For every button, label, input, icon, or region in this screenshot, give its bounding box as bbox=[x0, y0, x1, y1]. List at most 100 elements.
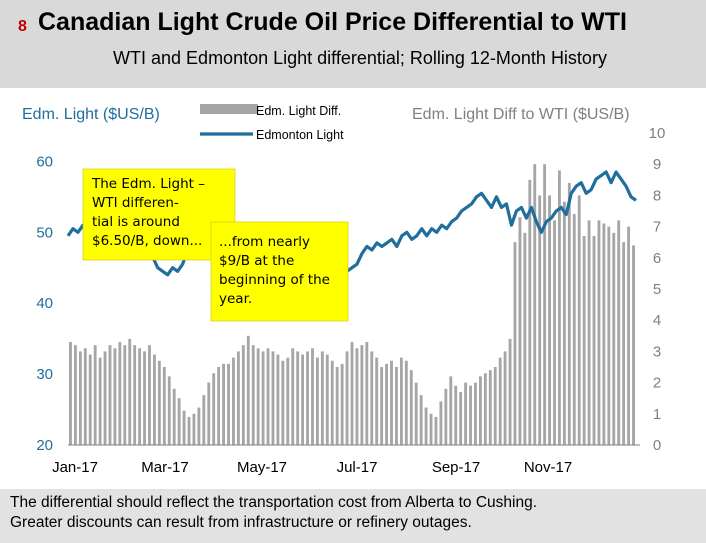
diff-bar bbox=[409, 370, 413, 445]
x-tick-label: Sep-17 bbox=[432, 459, 480, 476]
left-axis-ticks: 20 30 40 50 60 bbox=[36, 153, 53, 454]
diff-bar bbox=[439, 401, 443, 445]
diff-bar bbox=[538, 195, 542, 445]
diff-bar bbox=[330, 360, 334, 445]
diff-bar bbox=[429, 413, 433, 445]
diff-bar bbox=[335, 367, 339, 445]
diff-bar bbox=[256, 348, 260, 445]
diff-bar bbox=[543, 164, 547, 445]
diff-bar bbox=[395, 367, 398, 445]
right-tick-label: 10 bbox=[649, 125, 666, 142]
diff-bar bbox=[320, 351, 324, 445]
diff-bar bbox=[375, 357, 379, 445]
diff-bar bbox=[222, 363, 226, 445]
legend-entry-edmonton: Edmonton Light bbox=[256, 128, 344, 142]
diff-bar bbox=[478, 376, 482, 445]
legend: Edm. Light Diff. Edmonton Light bbox=[200, 104, 344, 142]
diff-bar bbox=[592, 235, 596, 445]
footer-line-1: The differential should reflect the tran… bbox=[10, 494, 537, 511]
diff-bar bbox=[474, 382, 477, 445]
left-tick-label: 30 bbox=[36, 366, 53, 383]
diff-bar bbox=[632, 245, 635, 445]
diff-bar bbox=[197, 407, 201, 445]
diff-bar bbox=[503, 351, 507, 445]
right-axis-ticks: 0 1 2 3 4 5 6 7 8 9 10 bbox=[649, 125, 666, 454]
diff-bar bbox=[558, 170, 561, 445]
diff-bar bbox=[78, 351, 82, 445]
diff-bar bbox=[399, 357, 403, 445]
diff-bar bbox=[157, 360, 161, 445]
diff-bar bbox=[548, 195, 551, 445]
diff-bar bbox=[153, 354, 156, 445]
diff-bar bbox=[414, 382, 418, 445]
diff-bar bbox=[577, 195, 581, 445]
diff-bar bbox=[251, 345, 255, 445]
diff-bar bbox=[192, 413, 196, 445]
line-layer bbox=[66, 170, 637, 280]
annotation-current: The Edm. Light – WTI differen- tial is a… bbox=[82, 168, 236, 261]
diff-bar bbox=[227, 363, 230, 445]
left-tick-label: 60 bbox=[36, 153, 53, 170]
diff-bar bbox=[385, 363, 388, 445]
diff-bar bbox=[355, 348, 359, 445]
diff-bar bbox=[567, 182, 571, 446]
diff-bar bbox=[612, 232, 616, 445]
diff-bar bbox=[518, 217, 522, 445]
diff-bar bbox=[498, 357, 502, 445]
right-tick-label: 7 bbox=[653, 219, 661, 236]
diff-bar bbox=[133, 345, 137, 445]
diff-bar bbox=[286, 357, 290, 445]
x-tick-label: Mar-17 bbox=[141, 459, 189, 476]
right-tick-label: 3 bbox=[653, 343, 661, 360]
note-start-line-4: year. bbox=[219, 291, 252, 307]
diff-bar bbox=[454, 385, 458, 445]
right-axis-label: Edm. Light Diff to WTI ($US/B) bbox=[412, 106, 630, 123]
x-tick-label: Nov-17 bbox=[524, 459, 572, 476]
diff-bar bbox=[138, 348, 142, 445]
diff-bar bbox=[533, 164, 537, 445]
diff-bar bbox=[345, 351, 349, 445]
diff-bar bbox=[553, 220, 556, 445]
diff-bar bbox=[207, 382, 211, 445]
diff-bar bbox=[93, 345, 97, 445]
diff-bar bbox=[434, 416, 438, 445]
annotation-start: ...from nearly $9/B at the beginning of … bbox=[210, 221, 349, 322]
footer-line-2: Greater discounts can result from infras… bbox=[10, 514, 472, 531]
diff-bar bbox=[246, 335, 250, 445]
diff-bar bbox=[582, 235, 586, 445]
diff-bar bbox=[103, 351, 107, 445]
diff-bar bbox=[622, 242, 626, 445]
diff-bar bbox=[296, 351, 300, 445]
diff-bar bbox=[98, 357, 102, 445]
left-tick-label: 20 bbox=[36, 437, 53, 454]
diff-bar bbox=[360, 345, 364, 445]
diff-bar bbox=[617, 220, 621, 445]
diff-bar bbox=[108, 345, 112, 445]
diff-bar bbox=[236, 351, 240, 445]
diff-bar bbox=[69, 342, 72, 445]
diff-bar bbox=[217, 367, 221, 445]
diff-bar bbox=[459, 391, 463, 445]
right-tick-label: 9 bbox=[653, 156, 661, 173]
note-current-line-2: WTI differen- bbox=[92, 195, 179, 211]
diff-bar bbox=[172, 388, 176, 445]
diff-bar bbox=[118, 342, 122, 445]
right-tick-label: 0 bbox=[653, 437, 661, 454]
page-title: Canadian Light Crude Oil Price Different… bbox=[38, 8, 627, 36]
diff-bar bbox=[607, 226, 611, 445]
note-box-start bbox=[210, 221, 349, 322]
diff-bar bbox=[182, 410, 186, 445]
x-axis-ticks: Jan-17 Mar-17 May-17 Jul-17 Sep-17 Nov-17 bbox=[52, 459, 572, 476]
diff-bar bbox=[449, 376, 453, 445]
diff-bar bbox=[469, 385, 472, 445]
diff-bar bbox=[311, 348, 314, 445]
diff-bar bbox=[123, 345, 127, 445]
legend-bar-swatch bbox=[200, 104, 258, 114]
header-band: 8 Canadian Light Crude Oil Price Differe… bbox=[0, 0, 706, 88]
right-tick-label: 2 bbox=[653, 375, 661, 392]
diff-bar bbox=[143, 351, 146, 445]
diff-bar bbox=[212, 373, 216, 445]
edmonton-light-line bbox=[66, 170, 637, 280]
diff-bar bbox=[419, 395, 423, 445]
diff-bar bbox=[404, 360, 408, 445]
